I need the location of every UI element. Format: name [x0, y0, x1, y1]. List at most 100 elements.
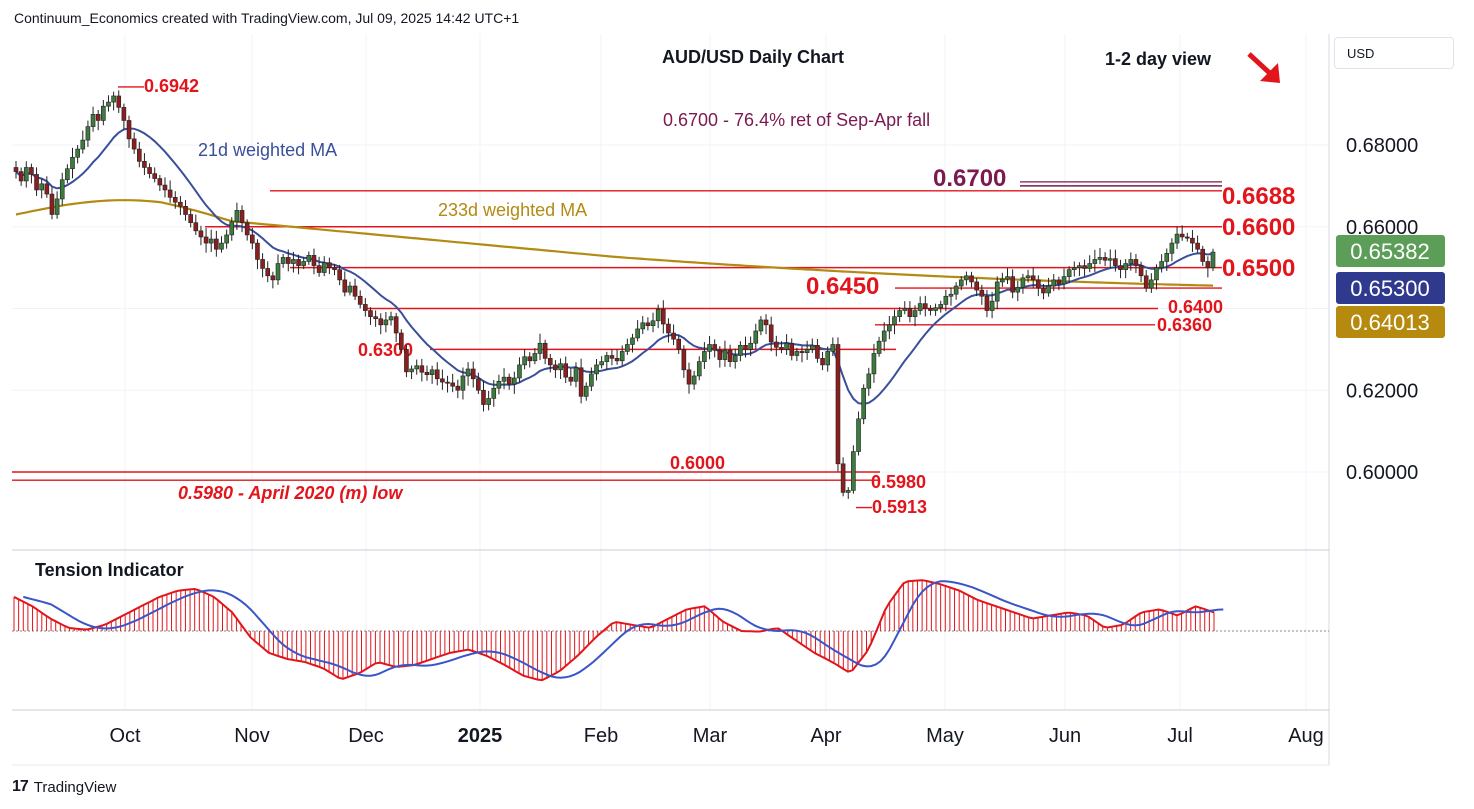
- footer: 17 TradingView: [12, 778, 116, 796]
- candle-body: [368, 310, 373, 317]
- level-label: 0.6600: [1222, 214, 1295, 241]
- candle-body: [280, 257, 286, 264]
- candle-body: [1010, 276, 1015, 293]
- x-tick-label: Apr: [810, 725, 841, 747]
- candle-body: [1149, 279, 1154, 289]
- candle-body: [419, 365, 425, 373]
- y-tick-label: 0.66000: [1346, 217, 1418, 239]
- candle-body: [789, 342, 795, 356]
- candle-body: [147, 167, 152, 174]
- candle-body: [979, 289, 985, 297]
- candle-body: [214, 238, 219, 250]
- candle-body: [23, 167, 29, 182]
- candle-body: [85, 126, 91, 141]
- candle-body: [260, 259, 265, 269]
- candle-body: [188, 214, 193, 223]
- level-label: 0.6700: [933, 165, 1006, 192]
- x-tick-label: Aug: [1288, 725, 1324, 747]
- candle-body: [470, 368, 476, 380]
- candle-body: [342, 279, 348, 293]
- candle-body: [1030, 275, 1036, 281]
- candle-body: [994, 281, 1000, 302]
- view-label: 1-2 day view: [1105, 49, 1212, 69]
- candle-body: [871, 353, 877, 375]
- candle-body: [815, 344, 820, 359]
- candle-body: [650, 320, 656, 326]
- candle-body: [573, 367, 579, 382]
- candle-body: [989, 300, 995, 311]
- candle-body: [54, 198, 60, 215]
- candle-body: [1138, 265, 1144, 277]
- candle-body: [126, 120, 132, 140]
- candle-body: [1205, 261, 1211, 268]
- candle-body: [948, 293, 954, 297]
- candle-body: [928, 308, 933, 311]
- y-tick-label: 0.68000: [1346, 135, 1418, 157]
- candle-body: [799, 351, 805, 353]
- candle-body: [265, 268, 271, 277]
- candle-body: [450, 382, 455, 387]
- candle-body: [18, 171, 24, 182]
- x-tick-label: Dec: [348, 725, 384, 747]
- candle-body: [352, 285, 358, 297]
- candle-body: [609, 355, 615, 359]
- candle-body: [13, 167, 19, 172]
- candle-body: [162, 184, 168, 191]
- candle-body: [1036, 279, 1041, 289]
- x-tick-label: Jun: [1049, 725, 1081, 747]
- candle-body: [825, 351, 830, 366]
- candle-body: [234, 210, 240, 223]
- candle-body: [429, 369, 435, 376]
- support-resistance-levels: 0.6700 0.6688 0.6600 0.6500 0.6450 0.64000.63…: [12, 86, 1295, 509]
- candle-body: [239, 210, 245, 223]
- tension-line: [13, 579, 1215, 682]
- candle-body: [845, 490, 851, 493]
- candle-body: [953, 285, 959, 295]
- candle-body: [686, 369, 692, 385]
- high-label: 0.6942: [144, 76, 199, 96]
- candle-body: [440, 378, 445, 383]
- candle-body: [496, 380, 502, 389]
- candle-body: [142, 161, 147, 168]
- candle-body: [594, 364, 599, 375]
- candle-body: [696, 361, 702, 377]
- tension-indicator: [12, 579, 1329, 682]
- x-tick-label: Jul: [1167, 725, 1193, 747]
- tension-signal-line: [23, 580, 1224, 679]
- candle-body: [1015, 286, 1021, 293]
- candle-body: [938, 304, 944, 308]
- level-label: 0.5980: [871, 472, 926, 492]
- price-badge-label: 0.65382: [1350, 239, 1430, 264]
- candle-body: [1185, 236, 1190, 239]
- candle-body: [542, 342, 548, 359]
- candle-body: [460, 375, 466, 391]
- candle-body: [106, 101, 111, 107]
- candle-body: [717, 349, 723, 360]
- candle-body: [1051, 279, 1057, 287]
- candle-body: [707, 344, 712, 352]
- candle-body: [532, 353, 538, 362]
- candle-body: [116, 95, 122, 108]
- candle-body: [208, 238, 214, 244]
- level-label: 0.6450: [806, 273, 879, 300]
- candle-body: [193, 222, 199, 232]
- candle-body: [1077, 265, 1082, 268]
- price-badge-label: 0.65300: [1350, 276, 1430, 301]
- candle-body: [1087, 263, 1093, 269]
- candle-body: [887, 324, 892, 332]
- price-badge-label: 0.64013: [1350, 310, 1430, 335]
- level-label: 0.6400: [1168, 297, 1223, 317]
- candle-body: [958, 279, 964, 287]
- april-low-label: 0.5980 - April 2020 (m) low: [178, 483, 403, 503]
- candle-body: [311, 255, 317, 266]
- x-tick-label: Feb: [584, 725, 618, 747]
- candle-body: [635, 328, 640, 339]
- candle-body: [131, 138, 137, 150]
- candle-body: [517, 364, 522, 379]
- candle-body: [424, 371, 430, 376]
- candle-body: [203, 236, 209, 244]
- candle-body: [984, 295, 990, 311]
- currency-button[interactable]: USD: [1334, 37, 1454, 69]
- tradingview-logo-icon: 17: [12, 778, 29, 795]
- candle-body: [337, 269, 342, 281]
